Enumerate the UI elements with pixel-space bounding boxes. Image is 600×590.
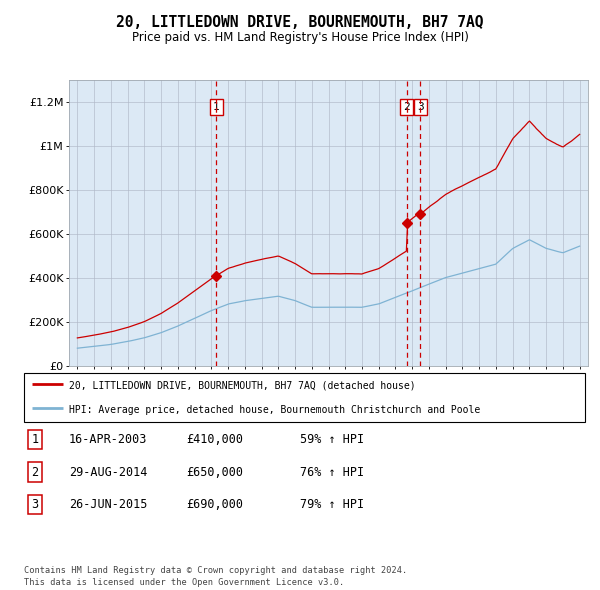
Text: 3: 3	[417, 102, 424, 112]
Text: Price paid vs. HM Land Registry's House Price Index (HPI): Price paid vs. HM Land Registry's House …	[131, 31, 469, 44]
Text: 76% ↑ HPI: 76% ↑ HPI	[300, 466, 364, 478]
Text: 2: 2	[403, 102, 410, 112]
Text: 26-JUN-2015: 26-JUN-2015	[69, 498, 148, 511]
Text: 16-APR-2003: 16-APR-2003	[69, 433, 148, 446]
Text: HPI: Average price, detached house, Bournemouth Christchurch and Poole: HPI: Average price, detached house, Bour…	[69, 405, 480, 415]
Text: 3: 3	[31, 498, 38, 511]
Text: 1: 1	[31, 433, 38, 446]
Text: £650,000: £650,000	[186, 466, 243, 478]
Text: 79% ↑ HPI: 79% ↑ HPI	[300, 498, 364, 511]
Text: 20, LITTLEDOWN DRIVE, BOURNEMOUTH, BH7 7AQ: 20, LITTLEDOWN DRIVE, BOURNEMOUTH, BH7 7…	[116, 15, 484, 30]
Text: 1: 1	[213, 102, 220, 112]
Text: 2: 2	[31, 466, 38, 478]
Text: Contains HM Land Registry data © Crown copyright and database right 2024.
This d: Contains HM Land Registry data © Crown c…	[24, 566, 407, 587]
Text: 20, LITTLEDOWN DRIVE, BOURNEMOUTH, BH7 7AQ (detached house): 20, LITTLEDOWN DRIVE, BOURNEMOUTH, BH7 7…	[69, 381, 416, 391]
Text: 29-AUG-2014: 29-AUG-2014	[69, 466, 148, 478]
Text: £690,000: £690,000	[186, 498, 243, 511]
Text: £410,000: £410,000	[186, 433, 243, 446]
Text: 59% ↑ HPI: 59% ↑ HPI	[300, 433, 364, 446]
